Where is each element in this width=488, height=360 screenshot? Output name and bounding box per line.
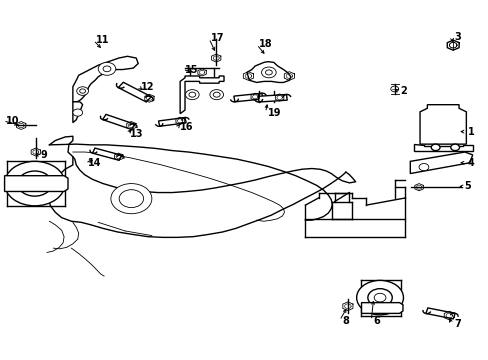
Text: 9: 9	[41, 150, 47, 160]
Text: 18: 18	[259, 40, 272, 49]
Text: 11: 11	[96, 35, 109, 45]
Circle shape	[418, 163, 428, 171]
Text: 8: 8	[341, 316, 348, 325]
Circle shape	[111, 184, 152, 214]
Polygon shape	[361, 303, 402, 314]
Circle shape	[430, 144, 439, 150]
Circle shape	[213, 92, 220, 97]
Circle shape	[27, 178, 42, 189]
Text: 3: 3	[453, 32, 460, 41]
Circle shape	[98, 62, 116, 75]
Text: 7: 7	[453, 319, 460, 329]
Circle shape	[188, 92, 195, 97]
Polygon shape	[258, 94, 286, 102]
Polygon shape	[4, 176, 68, 192]
Circle shape	[18, 171, 52, 196]
Circle shape	[367, 289, 391, 307]
Polygon shape	[158, 118, 186, 126]
Circle shape	[265, 70, 272, 75]
Polygon shape	[409, 152, 472, 174]
Text: 17: 17	[211, 33, 224, 43]
Text: 12: 12	[141, 82, 154, 92]
Polygon shape	[233, 93, 263, 102]
Text: 16: 16	[180, 122, 193, 132]
Text: 6: 6	[373, 316, 380, 325]
Polygon shape	[419, 105, 466, 144]
Text: 5: 5	[463, 181, 470, 192]
Circle shape	[185, 90, 199, 100]
Circle shape	[261, 67, 276, 78]
Polygon shape	[92, 148, 122, 160]
Circle shape	[356, 280, 403, 315]
Circle shape	[119, 190, 143, 208]
Circle shape	[103, 66, 111, 72]
Polygon shape	[102, 114, 134, 130]
Polygon shape	[413, 144, 472, 150]
Circle shape	[209, 90, 223, 100]
Text: 14: 14	[87, 158, 101, 168]
Circle shape	[373, 293, 385, 302]
Text: 19: 19	[267, 108, 281, 118]
Text: 10: 10	[5, 116, 19, 126]
Text: 4: 4	[467, 158, 474, 168]
Text: 15: 15	[184, 64, 198, 75]
Polygon shape	[425, 308, 454, 319]
Circle shape	[77, 87, 88, 95]
Polygon shape	[73, 56, 138, 102]
Circle shape	[4, 161, 65, 206]
Polygon shape	[246, 62, 290, 82]
Text: 1: 1	[467, 127, 474, 136]
Polygon shape	[73, 102, 82, 123]
Text: 2: 2	[400, 86, 407, 96]
Polygon shape	[118, 82, 151, 102]
Text: 13: 13	[130, 129, 143, 139]
Polygon shape	[180, 76, 224, 114]
Circle shape	[450, 144, 459, 150]
Circle shape	[73, 109, 82, 116]
Circle shape	[80, 89, 85, 93]
